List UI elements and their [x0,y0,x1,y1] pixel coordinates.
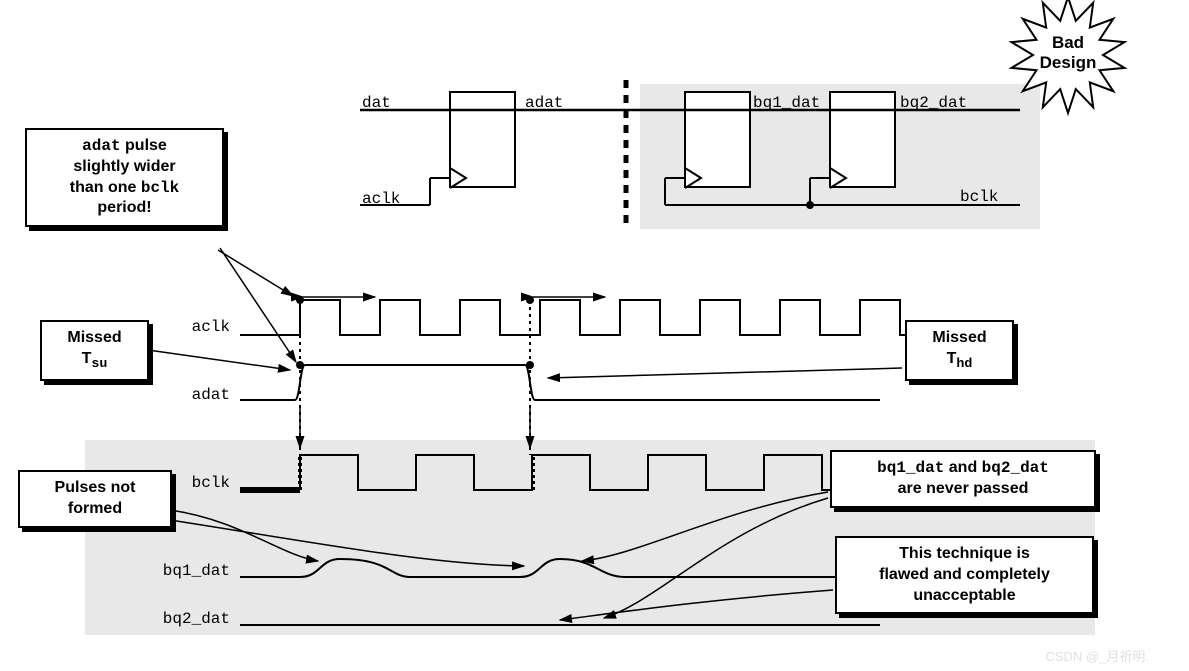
wave-aclk [240,300,940,335]
callout-missed-thd: Missed Thd [905,320,1014,381]
callout-pulses-not-formed: Pulses not formed [18,470,172,528]
bclk-junction [806,201,814,209]
label-bq2: bq2_dat [900,94,967,112]
callout-flawed: This technique is flawed and completely … [835,536,1094,614]
ff-b1 [685,92,750,187]
callout-never-passed: bq1_dat and bq2_dat are never passed [830,450,1096,508]
wave-adat [240,365,880,400]
siglabel-adat: adat [150,386,230,404]
diagram-canvas: dat adat aclk bq1_dat bq2_dat bclk aclk … [0,0,1189,671]
ff-b2 [830,92,895,187]
siglabel-aclk: aclk [150,318,230,336]
label-bclk: bclk [960,188,998,206]
label-bq1: bq1_dat [753,94,820,112]
wave-bq1 [240,559,880,577]
label-aclk: aclk [362,190,400,208]
label-adat: adat [525,94,563,112]
siglabel-bq1: bq1_dat [115,562,230,580]
bad-design-label: Bad Design [1018,33,1118,74]
label-dat: dat [362,94,391,112]
callout-adat-pulse: adat pulse slightly wider than one bclk … [25,128,224,227]
watermark: CSDN @_月祈明. [1046,646,1150,665]
callout-missed-tsu: Missed Tsu [40,320,149,381]
wave-bclk [300,455,880,490]
ff-a [450,92,515,187]
siglabel-bq2: bq2_dat [115,610,230,628]
